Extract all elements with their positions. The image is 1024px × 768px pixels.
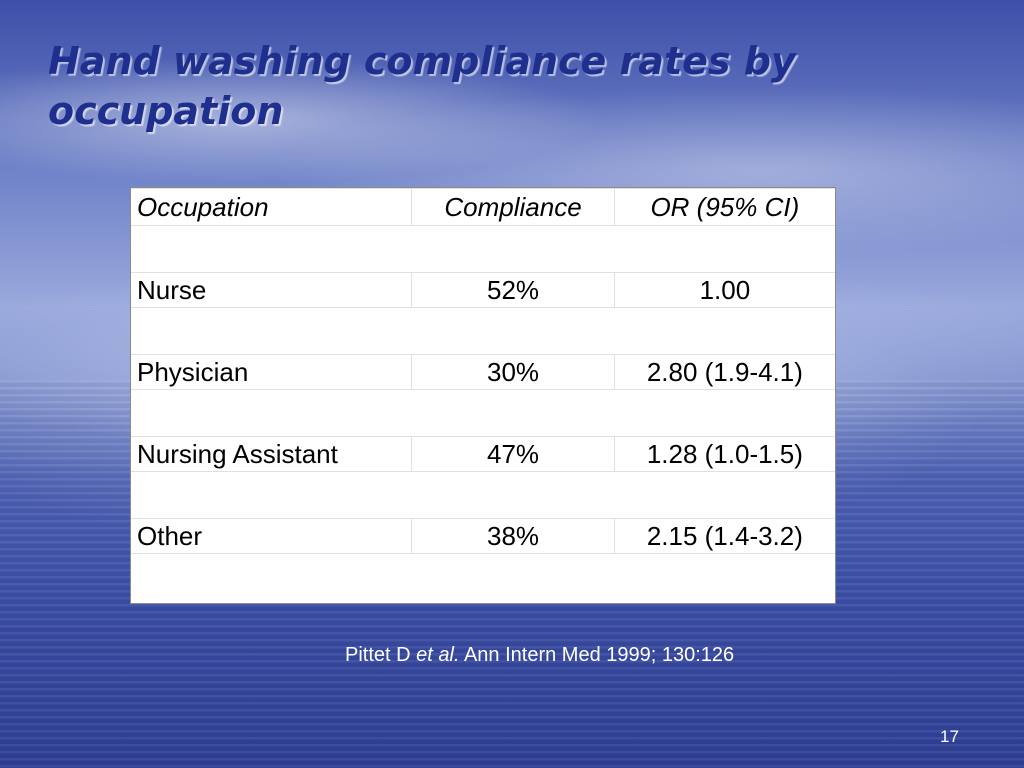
citation-source: Ann Intern Med 1999; 130:126 [459,644,735,666]
table-row: Physician 30% 2.80 (1.9-4.1) [131,354,835,390]
table-spacer [131,390,835,437]
header-compliance: Compliance [411,188,615,226]
cell-compliance: 30% [411,354,615,390]
cell-compliance: 38% [411,518,615,554]
table-row: Other 38% 2.15 (1.4-3.2) [131,518,835,554]
cell-or: 2.80 (1.9-4.1) [613,354,835,390]
slide-title: Hand washing compliance rates by occupat… [48,39,796,133]
table-row: Nursing Assistant 47% 1.28 (1.0-1.5) [131,436,835,472]
slide-number: 17 [940,727,959,746]
table-spacer [131,308,835,355]
table-spacer [131,472,835,519]
cell-or: 1.28 (1.0-1.5) [613,436,835,472]
cell-or: 2.15 (1.4-3.2) [613,518,835,554]
header-or: OR (95% CI) [613,188,835,226]
citation: Pittet D et al. Ann Intern Med 1999; 130… [345,644,734,667]
compliance-table: Occupation Compliance OR (95% CI) Nurse … [130,187,836,604]
header-occupation: Occupation [131,188,412,226]
cell-compliance: 52% [411,272,615,308]
cell-occupation: Nursing Assistant [131,436,412,472]
cell-or: 1.00 [613,272,835,308]
cell-occupation: Nurse [131,272,412,308]
table-spacer [131,226,835,273]
citation-etal: et al. [416,644,460,666]
cell-compliance: 47% [411,436,615,472]
cell-occupation: Physician [131,354,412,390]
table-row: Nurse 52% 1.00 [131,272,835,308]
citation-author: Pittet D [345,644,417,666]
cell-occupation: Other [131,518,412,554]
table-header-row: Occupation Compliance OR (95% CI) [131,188,835,226]
